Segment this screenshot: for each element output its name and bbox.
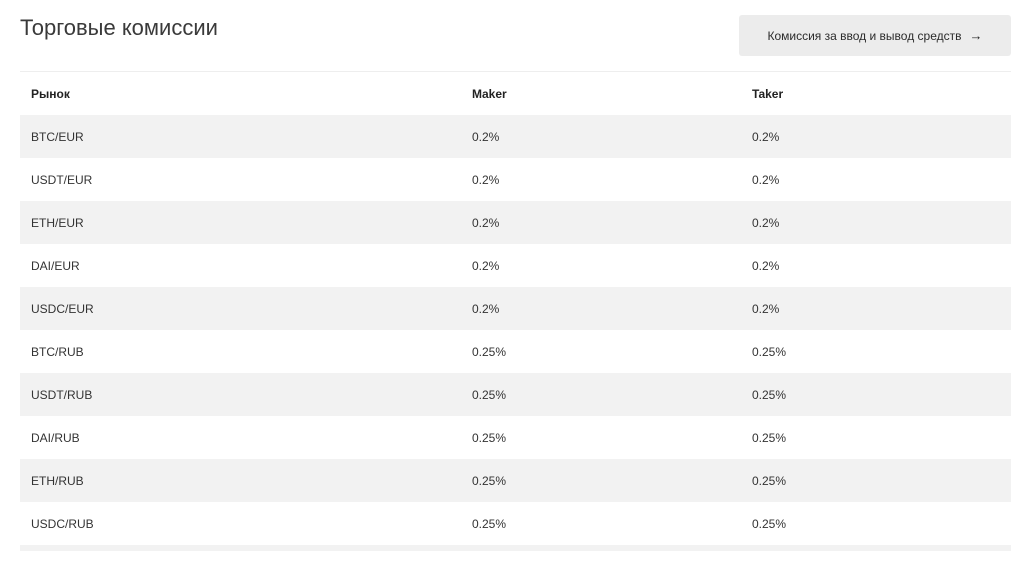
maker-fee-cell: 0.25% [472,516,507,531]
taker-fee-cell: 0.2% [752,258,780,273]
table-row: BTC/EUR 0.2% 0.2% [20,115,1011,158]
column-header-maker: Maker [472,86,507,101]
taker-fee-cell: 0.2% [752,129,780,144]
table-bottom-edge [20,545,1011,551]
maker-fee-cell: 0.2% [472,301,500,316]
column-header-taker: Taker [752,86,784,101]
table-row: USDC/RUB 0.25% 0.25% [20,502,1011,545]
market-cell: USDC/RUB [31,516,94,531]
taker-fee-cell: 0.2% [752,172,780,187]
taker-fee-cell: 0.25% [752,430,787,445]
page-title: Торговые комиссии [20,15,218,40]
taker-fee-cell: 0.2% [752,215,780,230]
taker-fee-cell: 0.2% [752,301,780,316]
maker-fee-cell: 0.2% [472,172,500,187]
taker-fee-cell: 0.25% [752,344,787,359]
taker-fee-cell: 0.25% [752,387,787,402]
market-cell: BTC/EUR [31,129,84,144]
market-cell: DAI/RUB [31,430,80,445]
maker-fee-cell: 0.25% [472,430,507,445]
table-row: DAI/RUB 0.25% 0.25% [20,416,1011,459]
market-cell: USDT/EUR [31,172,93,187]
market-cell: USDC/EUR [31,301,94,316]
table-row: ETH/RUB 0.25% 0.25% [20,459,1011,502]
taker-fee-cell: 0.25% [752,473,787,488]
maker-fee-cell: 0.25% [472,473,507,488]
table-row: USDT/RUB 0.25% 0.25% [20,373,1011,416]
market-cell: ETH/RUB [31,473,84,488]
arrow-right-icon: → [969,28,983,43]
deposit-withdrawal-fees-button[interactable]: Комиссия за ввод и вывод средств → [739,15,1011,56]
maker-fee-cell: 0.2% [472,129,500,144]
maker-fee-cell: 0.2% [472,258,500,273]
table-row: USDC/EUR 0.2% 0.2% [20,287,1011,330]
table-row: BTC/RUB 0.25% 0.25% [20,330,1011,373]
table-row: USDT/EUR 0.2% 0.2% [20,158,1011,201]
maker-fee-cell: 0.2% [472,215,500,230]
fees-table: Рынок Maker Taker BTC/EUR 0.2% 0.2% USDT… [20,71,1011,551]
table-header-row: Рынок Maker Taker [20,72,1011,115]
market-cell: ETH/EUR [31,215,84,230]
market-cell: BTC/RUB [31,344,84,359]
column-header-market: Рынок [31,86,70,101]
maker-fee-cell: 0.25% [472,387,507,402]
table-row: ETH/EUR 0.2% 0.2% [20,201,1011,244]
fee-button-label: Комиссия за ввод и вывод средств [767,28,962,43]
taker-fee-cell: 0.25% [752,516,787,531]
market-cell: DAI/EUR [31,258,80,273]
maker-fee-cell: 0.25% [472,344,507,359]
market-cell: USDT/RUB [31,387,93,402]
table-row: DAI/EUR 0.2% 0.2% [20,244,1011,287]
